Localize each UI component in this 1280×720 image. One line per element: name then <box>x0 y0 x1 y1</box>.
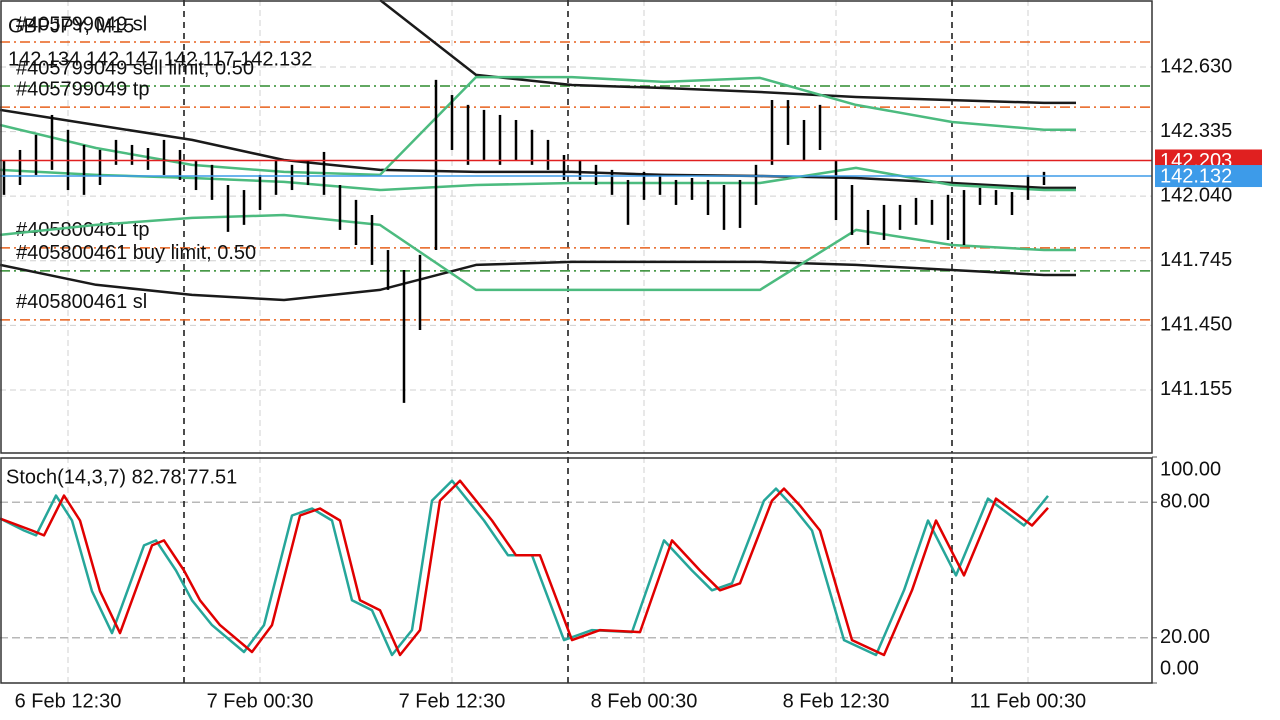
order-label: #405800461 sl <box>16 291 147 313</box>
y-tick-label: 141.745 <box>1160 249 1232 271</box>
x-tick-label: 6 Feb 12:30 <box>15 690 122 712</box>
indicator-line <box>0 166 1076 192</box>
indicator-title: Stoch(14,3,7) 82.78 77.51 <box>6 466 237 488</box>
order-label: #405799049 sell limit, 0.50 <box>16 57 254 79</box>
y-tick-label: 142.040 <box>1160 184 1232 206</box>
x-tick-label: 11 Feb 00:30 <box>970 690 1086 712</box>
x-tick-label: 8 Feb 12:30 <box>783 690 890 712</box>
x-tick-label: 8 Feb 00:30 <box>591 690 698 712</box>
y-tick-label: 80.00 <box>1160 490 1210 512</box>
price-tag-label: 142.132 <box>1160 165 1232 187</box>
y-tick-label: 142.630 <box>1160 55 1232 77</box>
y-tick-label: 100.00 <box>1160 458 1221 480</box>
order-label: #405799049 tp <box>16 78 149 100</box>
indicator-line <box>0 479 1049 657</box>
indicator-line <box>0 108 1076 190</box>
order-label: #405800461 buy limit, 0.50 <box>16 242 256 264</box>
y-tick-label: 141.450 <box>1160 314 1232 336</box>
panel-border <box>0 457 1153 684</box>
order-label: #405799049 sl <box>16 13 147 35</box>
plot-layer: 142.630 142.335 142.040 141.745 141.450 141.1… <box>0 0 1262 712</box>
y-tick-label: 142.335 <box>1160 120 1232 142</box>
indicator-line <box>0 213 1076 292</box>
indicator-line <box>0 479 1049 657</box>
x-tick-label: 7 Feb 12:30 <box>399 690 506 712</box>
indicator-line <box>0 75 1076 177</box>
panel-border <box>0 0 1153 454</box>
indicator-line <box>0 260 1076 302</box>
y-tick-label: 141.155 <box>1160 378 1232 400</box>
y-tick-label: 0.00 <box>1160 657 1199 679</box>
chart-title: GBPJPY, M15 <box>8 15 134 37</box>
y-tick-label: 20.00 <box>1160 626 1210 648</box>
x-tick-label: 7 Feb 00:30 <box>207 690 314 712</box>
price-tag-box <box>1155 165 1262 188</box>
ohlc-readout: 142.134 142.147 142.117 142.132 <box>8 48 312 70</box>
